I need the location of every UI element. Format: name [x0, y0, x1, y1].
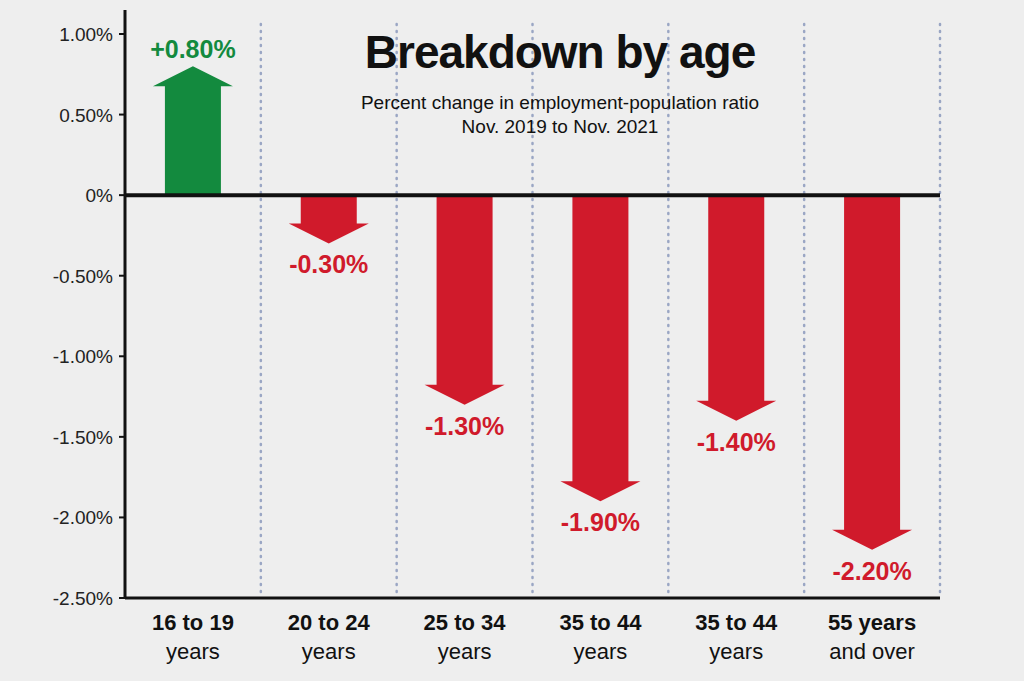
category-line: and over	[829, 639, 915, 664]
arrow-bar	[696, 195, 776, 421]
data-label: +0.80%	[150, 35, 236, 63]
y-tick-label: 0%	[86, 185, 114, 206]
category-line: years	[709, 639, 763, 664]
category-label: 20 to 24 years	[288, 610, 371, 664]
category-line: 35 to 44	[695, 610, 778, 635]
data-label: -1.30%	[425, 412, 504, 440]
separator	[260, 24, 263, 598]
arrow-bar	[425, 195, 505, 404]
y-tick-label: 1.00%	[59, 24, 113, 45]
chart: 1.00% 0.50% 0% -0.50% -1.00% -1.50% -2.00% -2.5…	[0, 0, 1024, 681]
subtitle-line: Nov. 2019 to Nov. 2021	[462, 116, 659, 137]
data-label: -1.40%	[697, 428, 776, 456]
category-line: 55 years	[828, 610, 916, 635]
subtitle-line: Percent change in employment-population …	[361, 92, 759, 113]
x-axis	[125, 597, 940, 600]
category-line: years	[166, 639, 220, 664]
y-tick-label: -1.00%	[53, 346, 113, 367]
y-tick-label: 0.50%	[59, 105, 113, 126]
category-line: years	[302, 639, 356, 664]
y-axis	[124, 10, 127, 598]
category-line: 25 to 34	[424, 610, 507, 635]
category-line: 16 to 19	[152, 610, 234, 635]
y-tick-label: -1.50%	[53, 427, 113, 448]
data-label: -1.90%	[561, 508, 640, 536]
category-label: 25 to 34 years	[424, 610, 507, 664]
separator	[803, 24, 806, 598]
y-tick-label: -0.50%	[53, 266, 113, 287]
y-tick-label: -2.50%	[53, 588, 113, 609]
title: Breakdown by age	[365, 26, 756, 78]
separator	[939, 24, 942, 598]
data-label: -2.20%	[832, 557, 911, 585]
arrow-bar	[289, 195, 369, 243]
y-tick-label: -2.00%	[53, 507, 113, 528]
arrow-bar	[560, 195, 640, 501]
zero-line	[125, 193, 940, 197]
arrows	[153, 66, 912, 549]
data-label: -0.30%	[289, 250, 368, 278]
background	[0, 0, 1024, 681]
category-label: 35 to 44 years	[695, 610, 778, 664]
arrow-bar	[832, 195, 912, 550]
category-line: years	[438, 639, 492, 664]
category-line: 35 to 44	[559, 610, 642, 635]
category-line: 20 to 24	[288, 610, 371, 635]
category-label: 55 years and over	[828, 610, 916, 664]
subtitle: Percent change in employment-population …	[361, 92, 759, 137]
category-line: years	[574, 639, 628, 664]
category-label: 16 to 19 years	[152, 610, 234, 664]
category-label: 35 to 44 years	[559, 610, 642, 664]
arrow-bar	[153, 66, 233, 195]
